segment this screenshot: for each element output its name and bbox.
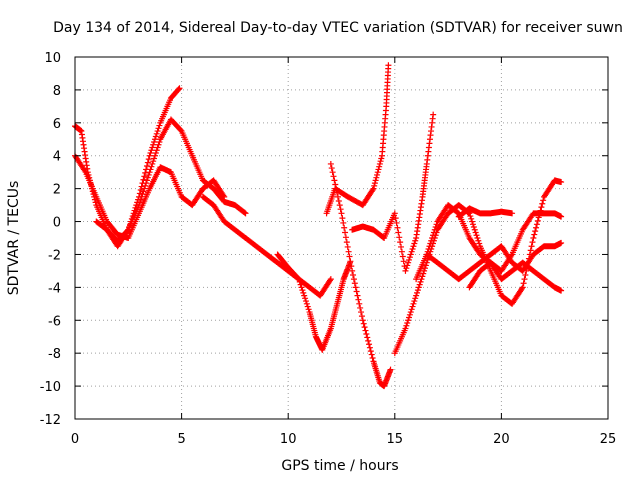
x-tick-label: 25 — [600, 432, 617, 447]
x-tick-label: 15 — [387, 432, 404, 447]
y-tick-label: -6 — [48, 314, 61, 329]
axis-ticks: 0 5 10 15 20 25 -12 -10 -8 -6 -4 -2 0 2 4 6 8 10 — [40, 51, 617, 447]
point-markers — [349, 111, 437, 274]
point-markers — [455, 205, 516, 220]
point-markers — [274, 251, 354, 353]
y-axis-label: SDTVAR / TECUs — [6, 181, 22, 296]
y-tick-label: -10 — [40, 380, 61, 395]
plot-frame — [74, 56, 609, 420]
point-markers — [327, 160, 394, 390]
y-tick-label: -8 — [48, 347, 61, 362]
x-tick-label: 20 — [493, 432, 510, 447]
y-tick-label: -12 — [40, 413, 61, 428]
series-track-h — [349, 111, 437, 274]
data-points — [72, 62, 565, 390]
y-tick-label: -4 — [48, 281, 61, 296]
point-markers — [72, 85, 183, 245]
y-tick-label: 6 — [53, 117, 61, 132]
grid-lines — [75, 57, 608, 419]
series-track-c — [93, 116, 249, 250]
point-markers — [413, 202, 565, 283]
series-track-m — [455, 205, 516, 220]
x-tick-label: 5 — [177, 432, 185, 447]
point-markers — [199, 193, 334, 299]
series-track-l — [466, 259, 565, 294]
point-markers — [466, 259, 565, 294]
x-axis-label: GPS time / hours — [281, 458, 398, 474]
y-tick-label: 2 — [53, 183, 61, 198]
series-track-a — [72, 85, 183, 245]
point-markers — [323, 62, 392, 217]
series-track-d — [199, 193, 334, 299]
point-markers — [93, 116, 249, 250]
x-tick-label: 0 — [71, 432, 79, 447]
y-tick-label: 0 — [53, 216, 61, 231]
x-tick-label: 10 — [280, 432, 297, 447]
y-tick-label: 8 — [53, 84, 61, 99]
series-track-j — [413, 202, 565, 283]
y-tick-label: 4 — [53, 150, 61, 165]
series-track-e — [274, 251, 354, 353]
y-tick-label: 10 — [44, 51, 61, 66]
series-track-g — [323, 62, 392, 217]
y-tick-label: -2 — [48, 248, 61, 263]
series-track-f — [327, 160, 394, 390]
chart-title: Day 134 of 2014, Sidereal Day-to-day VTE… — [53, 20, 623, 36]
